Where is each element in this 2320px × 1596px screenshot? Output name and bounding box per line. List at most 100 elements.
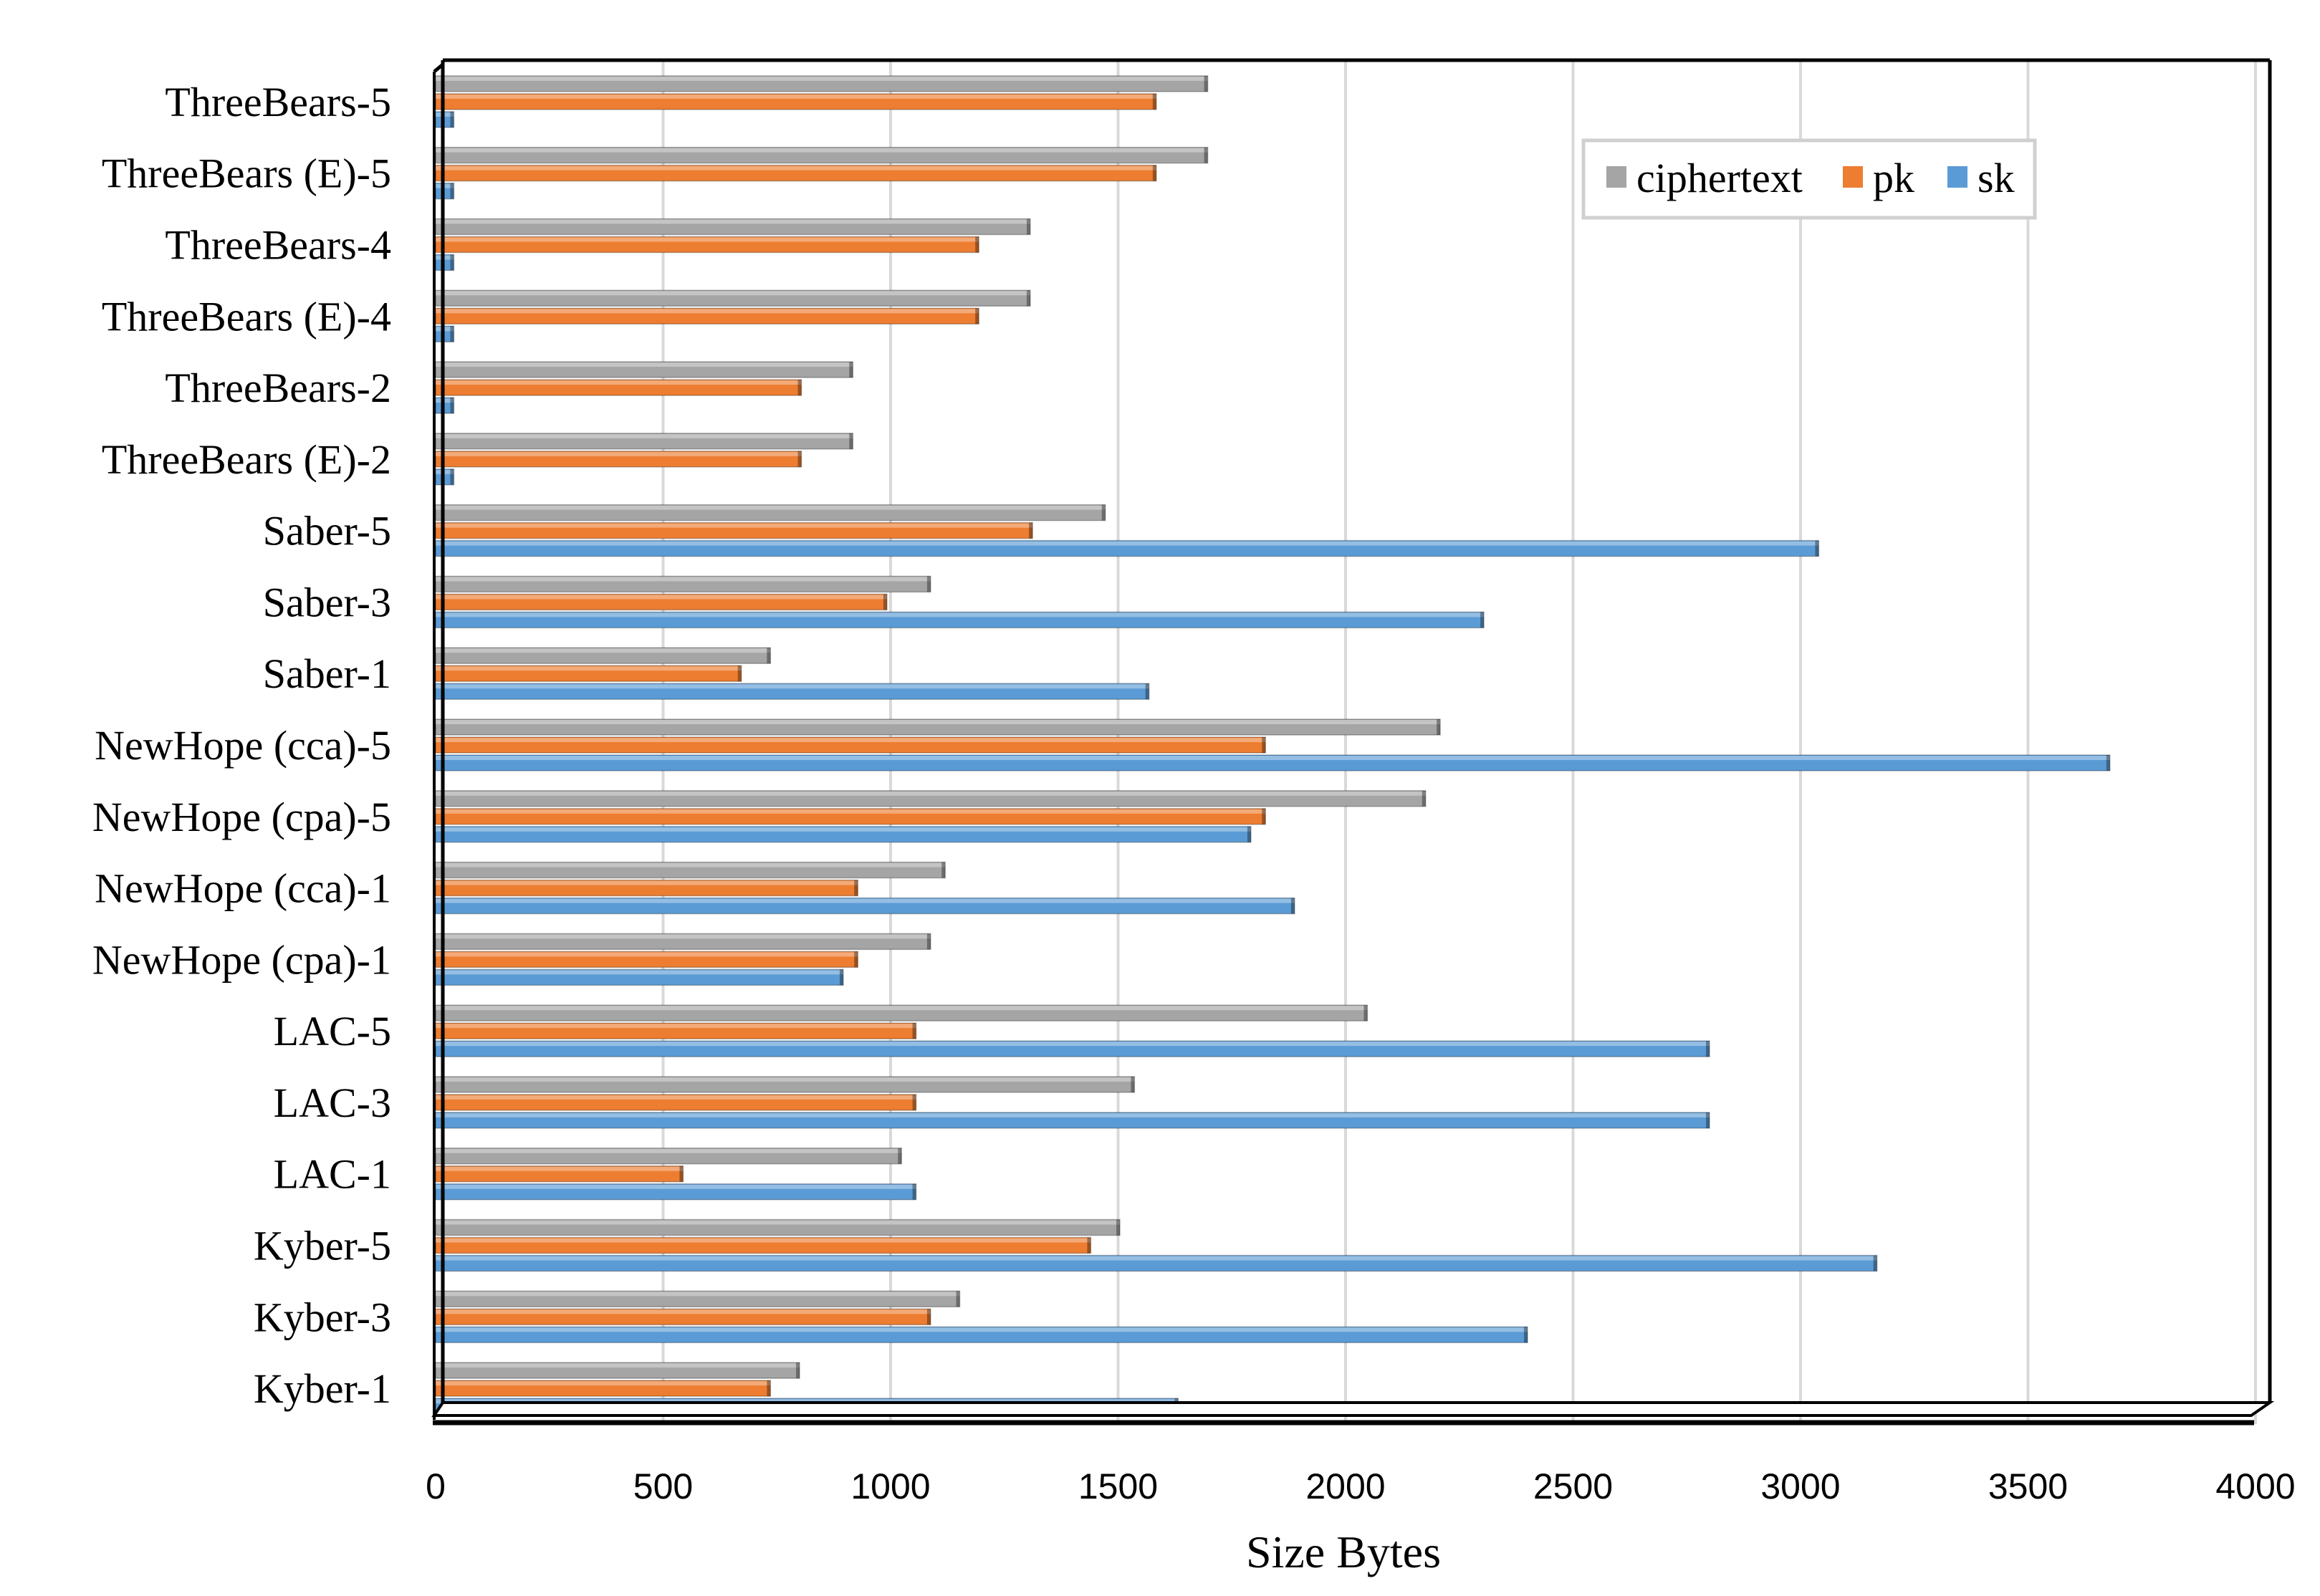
x-tick-3500: 3500 — [1988, 1466, 2068, 1506]
x-tick-3000: 3000 — [1760, 1466, 1840, 1506]
bar-saber-3-sk — [435, 611, 1485, 629]
legend: ciphertext pk sk — [1581, 138, 2037, 220]
x-tick-4000: 4000 — [2215, 1466, 2295, 1506]
bar-saber-5-pk — [435, 521, 1033, 539]
y-axis-top-bevel — [433, 63, 444, 73]
axes — [431, 58, 2275, 1426]
category-label-saber-5: Saber-5 — [263, 508, 391, 554]
bar-lac-1-pk — [435, 1165, 684, 1183]
category-label-saber-3: Saber-3 — [263, 579, 391, 625]
bar-threebears-5-ciphertext — [435, 75, 1209, 92]
bar-newhope-cpa-1-ciphertext — [435, 933, 931, 951]
bar-kyber-5-pk — [435, 1236, 1092, 1254]
x-tick-500: 500 — [633, 1466, 693, 1506]
category-label-newhope-cpa-5: NewHope (cpa)-5 — [92, 794, 391, 840]
legend-swatch-pk — [1843, 166, 1863, 188]
category-label-threebears-4: ThreeBears-4 — [165, 221, 391, 268]
bar-saber-1-pk — [435, 665, 742, 682]
category-label-newhope-cpa-1: NewHope (cpa)-1 — [92, 936, 391, 983]
bar-saber-1-ciphertext — [435, 647, 772, 664]
bar-threebears-5-sk — [435, 111, 455, 128]
bar-lac-5-pk — [435, 1022, 917, 1039]
bar-newhope-cpa-5-sk — [435, 826, 1252, 843]
x-tick-0: 0 — [426, 1466, 446, 1506]
category-label-saber-1: Saber-1 — [263, 650, 391, 697]
bar-newhope-cca-5-sk — [435, 754, 2111, 771]
bar-newhope-cca-1-sk — [435, 897, 1295, 915]
bar-saber-3-pk — [435, 593, 888, 611]
bar-newhope-cpa-1-sk — [435, 968, 844, 986]
bar-newhope-cca-1-pk — [435, 879, 859, 897]
bar-newhope-cpa-5-ciphertext — [435, 790, 1427, 807]
bar-lac-3-ciphertext — [435, 1076, 1136, 1093]
legend-swatch-sk — [1947, 166, 1967, 188]
category-label-threebears-5: ThreeBears-5 — [165, 79, 391, 125]
category-label-lac-3: LAC-3 — [274, 1080, 391, 1126]
x-tick-labels: 0 500 1000 1500 2000 2500 3000 3500 4000 — [426, 1466, 2296, 1506]
bar-threebears-4-ciphertext — [435, 218, 1031, 236]
bar-kyber-3-pk — [435, 1308, 931, 1326]
x-tick-2000: 2000 — [1305, 1466, 1385, 1506]
bar-newhope-cpa-5-pk — [435, 808, 1266, 825]
bar-threebears-e-2-sk — [435, 468, 455, 486]
bar-threebears-e-4-sk — [435, 325, 455, 343]
category-label-threebears-e-4: ThreeBears (E)-4 — [102, 293, 391, 340]
bar-threebears-e-2-pk — [435, 451, 802, 468]
bar-threebears-2-pk — [435, 379, 802, 396]
x-axis-title: Size Bytes — [1246, 1527, 1441, 1577]
bar-threebears-e-4-ciphertext — [435, 289, 1031, 307]
legend-item-pk: pk — [1843, 155, 1914, 201]
category-label-kyber-1: Kyber-1 — [254, 1365, 391, 1412]
bar-lac-3-sk — [435, 1112, 1710, 1129]
bar-kyber-5-sk — [435, 1254, 1878, 1272]
bar-lac-3-pk — [435, 1094, 917, 1111]
category-label-threebears-2: ThreeBears-2 — [165, 365, 391, 411]
bar-threebears-e-5-sk — [435, 182, 455, 200]
bar-lac-5-ciphertext — [435, 1004, 1368, 1021]
bar-newhope-cca-5-pk — [435, 736, 1266, 754]
bar-lac-1-sk — [435, 1183, 917, 1201]
bar-threebears-4-pk — [435, 236, 979, 254]
bar-newhope-cca-1-ciphertext — [435, 861, 946, 879]
bar-lac-1-ciphertext — [435, 1147, 902, 1165]
bar-saber-1-sk — [435, 683, 1150, 700]
legend-label-sk: sk — [1978, 155, 2015, 201]
legend-label-pk: pk — [1873, 155, 1914, 201]
bar-threebears-e-2-ciphertext — [435, 433, 854, 450]
category-label-threebears-e-2: ThreeBears (E)-2 — [102, 436, 391, 483]
category-label-newhope-cca-1: NewHope (cca)-1 — [95, 865, 391, 912]
bar-threebears-2-ciphertext — [435, 361, 854, 378]
x-tick-2500: 2500 — [1533, 1466, 1613, 1506]
x-tick-1500: 1500 — [1078, 1466, 1158, 1506]
legend-label-ciphertext: ciphertext — [1636, 155, 1803, 201]
bar-threebears-2-sk — [435, 397, 455, 414]
bar-lac-5-sk — [435, 1040, 1710, 1057]
bar-kyber-3-ciphertext — [435, 1290, 961, 1308]
category-label-newhope-cca-5: NewHope (cca)-5 — [95, 722, 391, 769]
category-label-lac-1: LAC-1 — [274, 1151, 391, 1198]
legend-swatch-ciphertext — [1606, 166, 1626, 188]
category-label-kyber-3: Kyber-3 — [254, 1294, 391, 1340]
category-label-kyber-5: Kyber-5 — [254, 1223, 391, 1269]
bar-kyber-1-ciphertext — [435, 1362, 800, 1379]
bar-saber-5-sk — [435, 539, 1820, 557]
bar-threebears-4-sk — [435, 254, 455, 271]
bar-saber-3-ciphertext — [435, 575, 931, 593]
x-tick-1000: 1000 — [850, 1466, 930, 1506]
bar-newhope-cca-5-ciphertext — [435, 718, 1441, 736]
category-label-threebears-e-5: ThreeBears (E)-5 — [102, 150, 391, 197]
x-axis-floor — [431, 1401, 2275, 1417]
bar-threebears-e-5-ciphertext — [435, 146, 1209, 164]
bars — [435, 75, 2111, 1415]
bar-newhope-cpa-1-pk — [435, 951, 859, 968]
legend-item-sk: sk — [1947, 155, 2015, 201]
bar-kyber-5-ciphertext — [435, 1218, 1121, 1236]
bar-kyber-3-sk — [435, 1326, 1528, 1344]
bar-threebears-5-pk — [435, 93, 1157, 110]
category-label-lac-5: LAC-5 — [274, 1008, 391, 1054]
bar-threebears-e-4-pk — [435, 307, 979, 325]
legend-item-ciphertext: ciphertext — [1606, 155, 1803, 201]
bar-saber-5-ciphertext — [435, 504, 1106, 521]
bar-threebears-e-5-pk — [435, 164, 1157, 182]
